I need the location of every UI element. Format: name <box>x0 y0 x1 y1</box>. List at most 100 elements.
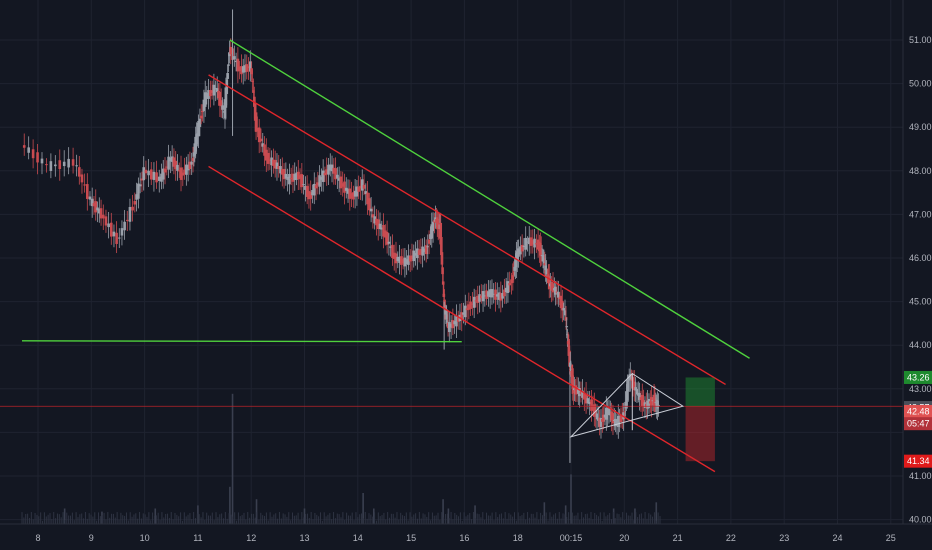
candle-body <box>557 291 560 298</box>
volume-bar <box>536 512 538 524</box>
volume-bar <box>450 512 452 524</box>
volume-bar <box>21 512 23 524</box>
volume-bar <box>79 514 81 524</box>
candle-body <box>611 413 615 424</box>
candle-body <box>401 259 405 264</box>
volume-bar <box>245 519 247 524</box>
candle-body <box>445 314 448 320</box>
candle-body <box>359 185 362 189</box>
volume-bar <box>180 512 182 524</box>
volume-bar <box>125 512 127 524</box>
volume-bar <box>599 512 601 524</box>
time-axis[interactable]: 8 9 10 11 12 13 14 15 16 18 00:15 20 21 22 23 24 25 <box>35 533 895 543</box>
candle-body <box>270 157 273 166</box>
candle-body <box>191 158 195 161</box>
candle-body <box>387 241 391 244</box>
time-tick-label: 14 <box>353 533 363 543</box>
volume-bar <box>381 515 383 524</box>
candle-body <box>323 172 327 176</box>
volume-bar <box>424 514 426 524</box>
candle-body <box>615 421 619 425</box>
volume-bar <box>90 514 92 524</box>
volume-bar <box>357 517 359 524</box>
volume-bar <box>114 517 116 524</box>
volume-bar <box>249 517 251 524</box>
candle-body <box>147 170 150 176</box>
volume-bar <box>407 520 409 524</box>
volume-bar <box>601 520 603 524</box>
candle-body <box>58 160 62 170</box>
volume-bar <box>176 514 178 524</box>
volume-bar <box>262 515 264 524</box>
volume-bar <box>86 518 88 524</box>
candle-body <box>140 178 144 181</box>
volume-bar <box>275 513 277 524</box>
volume-bar <box>361 513 363 524</box>
candle-body <box>352 192 355 200</box>
volume-bar <box>375 520 377 524</box>
volume-bar <box>288 512 290 524</box>
candle-body <box>463 305 467 318</box>
volume-bar <box>340 517 342 524</box>
candle-body <box>501 292 504 299</box>
volume-bar <box>34 512 36 524</box>
volume-bar <box>625 512 627 524</box>
volume-bar <box>631 512 633 524</box>
volume-bar <box>228 513 230 524</box>
volume-bar <box>303 508 306 524</box>
volume-bar <box>474 518 476 524</box>
volume-bar <box>459 512 461 524</box>
volume-bar <box>611 519 613 524</box>
candle-body <box>586 398 590 404</box>
price-tick-label: 50.00 <box>909 79 932 89</box>
candle-body <box>188 161 192 170</box>
volume-bar <box>342 512 344 524</box>
candle-body <box>561 300 564 311</box>
candle-body <box>67 158 70 168</box>
volume-bar <box>254 517 256 524</box>
volume-bar <box>403 515 405 524</box>
candle-body <box>603 414 607 418</box>
volume-bar <box>327 514 329 524</box>
candle-body <box>471 303 474 305</box>
volume-bar <box>514 512 516 524</box>
candle-body <box>205 93 209 99</box>
candle-body <box>282 168 286 180</box>
volume-bar <box>515 520 517 524</box>
candle-body <box>601 419 604 422</box>
volume-bar <box>491 512 493 524</box>
volume-bar <box>38 516 40 524</box>
candle-body <box>389 246 392 248</box>
volume-bar <box>497 517 499 524</box>
candle-body <box>49 161 53 171</box>
candle-body <box>595 413 599 420</box>
candle-body <box>75 165 78 167</box>
volume-bar <box>32 519 34 524</box>
candle-body <box>94 201 98 213</box>
candle-body <box>416 248 419 259</box>
volume-bar <box>217 517 219 524</box>
volume-bar <box>547 520 549 524</box>
volume-bar <box>467 514 469 524</box>
volume-bar <box>614 518 616 524</box>
candle-body <box>185 164 188 175</box>
volume-bar <box>148 512 150 524</box>
volume-bar <box>351 512 353 524</box>
candle-body <box>634 387 637 391</box>
volume-bar <box>215 512 217 524</box>
candle-body <box>369 208 373 212</box>
candle-body <box>533 238 536 248</box>
candle-body <box>495 294 499 297</box>
volume-bar <box>47 514 49 524</box>
volume-bar <box>523 512 525 524</box>
candle-body <box>569 368 573 370</box>
candle-body <box>97 208 101 214</box>
price-axis[interactable]: 39.0040.0041.0043.0044.0045.0046.0047.00… <box>909 35 932 550</box>
candle-body <box>609 412 612 416</box>
candle-body <box>225 79 229 94</box>
volume-bar <box>489 515 491 524</box>
volume-bar <box>295 515 297 524</box>
volume-bar <box>127 520 129 524</box>
candle-body <box>36 152 39 163</box>
